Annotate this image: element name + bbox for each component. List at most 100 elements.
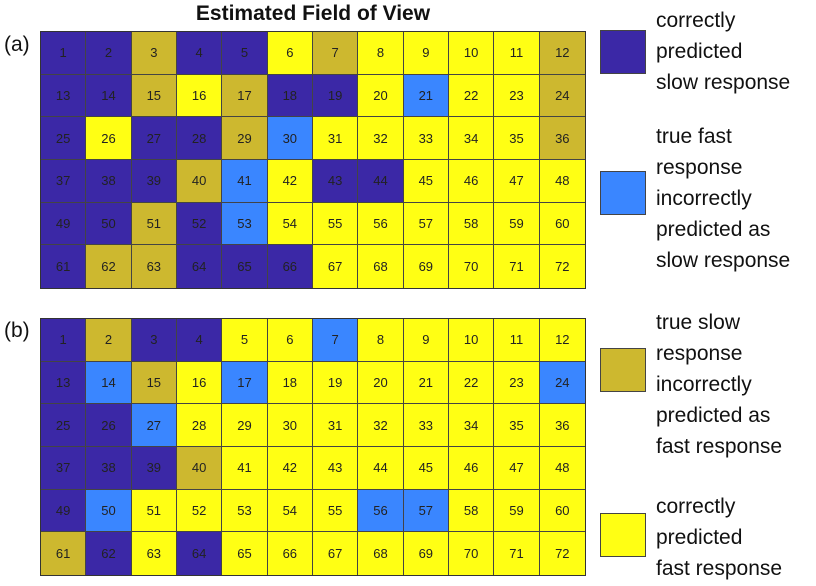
grid-cell: 14 bbox=[86, 361, 132, 405]
grid-cell: 31 bbox=[312, 117, 359, 160]
grid-cell: 18 bbox=[267, 361, 313, 405]
grid-cell: 62 bbox=[86, 245, 132, 288]
grid-cell: 33 bbox=[403, 117, 449, 160]
grid-cell: 56 bbox=[358, 202, 404, 246]
grid-cell: 4 bbox=[176, 32, 223, 75]
grid-cell: 50 bbox=[86, 489, 132, 533]
grid-cell: 69 bbox=[403, 532, 449, 575]
grid-cell: 50 bbox=[86, 202, 132, 246]
grid-cell: 16 bbox=[176, 74, 223, 118]
grid-cell: 47 bbox=[494, 447, 540, 490]
grid-cell: 26 bbox=[86, 117, 132, 160]
grid-cell: 49 bbox=[41, 489, 87, 533]
legend-swatch-correct-fast bbox=[600, 513, 646, 557]
grid-cell: 52 bbox=[176, 202, 223, 246]
grid-cell: 3 bbox=[131, 32, 177, 75]
grid-cell: 44 bbox=[358, 447, 404, 490]
grid-cell: 37 bbox=[41, 160, 87, 203]
grid-cell: 18 bbox=[267, 74, 313, 118]
grid-cell: 38 bbox=[86, 447, 132, 490]
grid-cell: 70 bbox=[448, 532, 495, 575]
grid-cell: 8 bbox=[358, 319, 404, 362]
grid-cell: 68 bbox=[358, 532, 404, 575]
grid-cell: 35 bbox=[494, 117, 540, 160]
grid-cell: 13 bbox=[41, 361, 87, 405]
figure-title: Estimated Field of View bbox=[195, 2, 431, 25]
grid-cell: 60 bbox=[539, 202, 585, 246]
grid-cell: 21 bbox=[403, 361, 449, 405]
grid-cell: 45 bbox=[403, 447, 449, 490]
grid-cell: 48 bbox=[539, 447, 585, 490]
grid-cell: 12 bbox=[539, 319, 585, 362]
legend-label-correct-fast: correctly predicted fast response bbox=[656, 495, 783, 580]
grid-cell: 40 bbox=[176, 447, 223, 490]
grid-cell: 4 bbox=[176, 319, 223, 362]
grid-cell: 65 bbox=[222, 532, 268, 575]
grid-cell: 60 bbox=[539, 489, 585, 533]
grid-cell: 72 bbox=[539, 245, 585, 288]
grid-cell: 71 bbox=[494, 532, 540, 575]
grid-cell: 59 bbox=[494, 202, 540, 246]
grid-cell: 10 bbox=[448, 319, 495, 362]
grid-cell: 10 bbox=[448, 32, 495, 75]
grid-cell: 63 bbox=[131, 245, 177, 288]
grid-cell: 56 bbox=[358, 489, 404, 533]
grid-cell: 46 bbox=[448, 447, 495, 490]
grid-cell: 1 bbox=[41, 319, 87, 362]
grid-cell: 40 bbox=[176, 160, 223, 203]
grid-cell: 17 bbox=[222, 361, 268, 405]
grid-cell: 30 bbox=[267, 117, 313, 160]
grid-cell: 51 bbox=[131, 202, 177, 246]
legend-swatch-correct-slow bbox=[600, 30, 646, 74]
grid-cell: 27 bbox=[131, 117, 177, 160]
grid-cell: 52 bbox=[176, 489, 223, 533]
grid-cell: 30 bbox=[267, 404, 313, 447]
grid-cell: 51 bbox=[131, 489, 177, 533]
grid-cell: 22 bbox=[448, 361, 495, 405]
grid-cell: 53 bbox=[222, 202, 268, 246]
grid-cell: 64 bbox=[176, 245, 223, 288]
grid-cell: 33 bbox=[403, 404, 449, 447]
grid-cell: 6 bbox=[267, 32, 313, 75]
grid-cell: 21 bbox=[403, 74, 449, 118]
grid-cell: 31 bbox=[312, 404, 359, 447]
grid-cell: 25 bbox=[41, 117, 87, 160]
grid-cell: 19 bbox=[312, 74, 359, 118]
grid-cell: 37 bbox=[41, 447, 87, 490]
grid-cell: 55 bbox=[312, 489, 359, 533]
legend-label-slow-as-fast: true slow response incorrectly predicted… bbox=[656, 311, 783, 458]
grid-cell: 1 bbox=[41, 32, 87, 75]
grid-cell: 11 bbox=[494, 32, 540, 75]
grid-cell: 24 bbox=[539, 74, 585, 118]
grid-cell: 69 bbox=[403, 245, 449, 288]
grid-cell: 5 bbox=[222, 319, 268, 362]
grid-cell: 36 bbox=[539, 117, 585, 160]
grid-cell: 32 bbox=[358, 117, 404, 160]
grid-cell: 20 bbox=[358, 361, 404, 405]
grid-cell: 54 bbox=[267, 489, 313, 533]
grid-cell: 67 bbox=[312, 245, 359, 288]
panel-a-label: (a) bbox=[4, 33, 30, 56]
grid-cell: 45 bbox=[403, 160, 449, 203]
grid-cell: 34 bbox=[448, 404, 495, 447]
grid-cell: 7 bbox=[312, 319, 359, 362]
grid-cell: 25 bbox=[41, 404, 87, 447]
grid-cell: 8 bbox=[358, 32, 404, 75]
grid-cell: 28 bbox=[176, 117, 223, 160]
grid-cell: 66 bbox=[267, 245, 313, 288]
grid-cell: 57 bbox=[403, 489, 449, 533]
grid-cell: 49 bbox=[41, 202, 87, 246]
grid-cell: 15 bbox=[131, 361, 177, 405]
grid-cell: 66 bbox=[267, 532, 313, 575]
legend-label-correct-slow: correctly predicted slow response bbox=[656, 9, 791, 94]
panel-b-label: (b) bbox=[4, 319, 30, 342]
grid-cell: 24 bbox=[539, 361, 585, 405]
grid-cell: 64 bbox=[176, 532, 223, 575]
grid-cell: 61 bbox=[41, 532, 87, 575]
grid-cell: 29 bbox=[222, 404, 268, 447]
legend-swatch-slow-as-fast bbox=[600, 348, 646, 392]
grid-cell: 44 bbox=[358, 160, 404, 203]
grid-cell: 48 bbox=[539, 160, 585, 203]
grid-cell: 2 bbox=[86, 319, 132, 362]
grid-cell: 70 bbox=[448, 245, 495, 288]
